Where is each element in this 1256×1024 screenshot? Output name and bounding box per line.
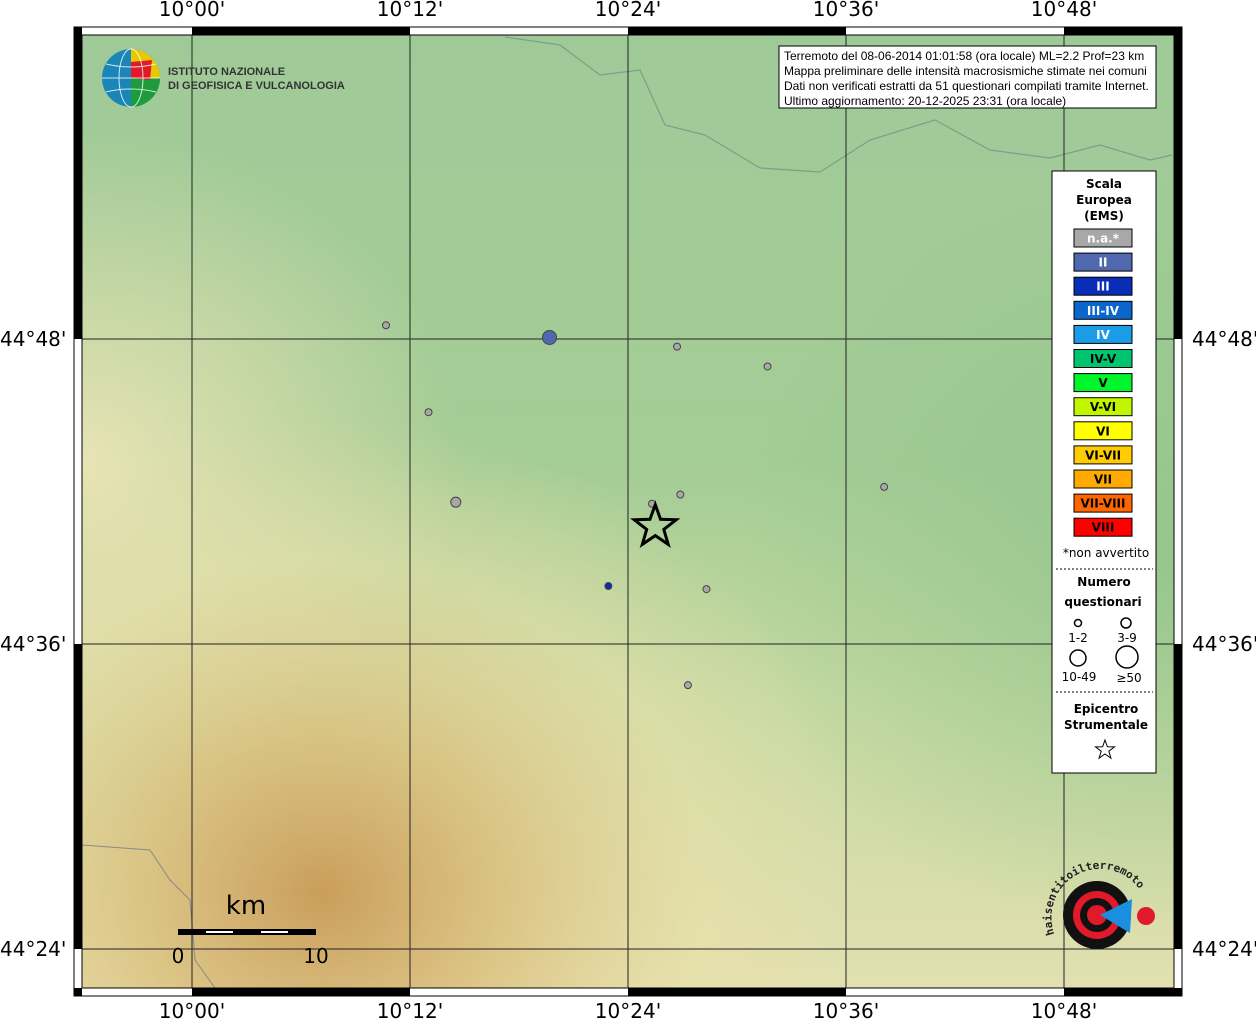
legend-class-swatch (1073, 445, 1133, 465)
legend-size-label: 3-9 (1117, 631, 1137, 645)
legend-class-swatch (1073, 324, 1133, 344)
legend-class-label: V-VI (1090, 400, 1116, 414)
legend-class-label: II (1099, 256, 1108, 270)
legend-size-label: ≥50 (1116, 671, 1141, 685)
legend-class-swatch (1073, 300, 1133, 320)
legend-size-10-49-icon (1069, 649, 1087, 667)
river (504, 36, 1173, 173)
observation-point[interactable] (763, 362, 772, 371)
x-tick-label: 10°24' (595, 0, 661, 21)
legend-count-title-1: Numero (1077, 575, 1130, 589)
legend-star-icon (1094, 738, 1116, 760)
observation-point[interactable] (424, 408, 433, 417)
observation-point[interactable] (676, 490, 685, 499)
legend-size-50-icon (1115, 645, 1139, 669)
observation-point[interactable] (382, 321, 391, 330)
scale-end: 10 (303, 944, 328, 968)
event-info-line3: Dati non verificati estratti da 51 quest… (784, 79, 1149, 93)
legend-class-label: n.a.* (1087, 232, 1120, 246)
x-tick-label: 10°48' (1031, 999, 1097, 1023)
legend-count-title-2: questionari (1064, 595, 1141, 609)
legend-epicenter-title-2: Strumentale (1064, 718, 1148, 732)
legend-class-swatch (1073, 349, 1133, 368)
legend-title-1: Scala (1086, 177, 1122, 191)
legend-title-2: Europea (1076, 193, 1132, 207)
x-tick-label: 10°24' (595, 999, 661, 1023)
legend-class-label: III-IV (1087, 304, 1120, 318)
observation-point[interactable] (702, 585, 711, 594)
legend-class-swatch (1073, 276, 1133, 296)
x-tick-label: 10°48' (1031, 0, 1097, 21)
ingv-logo-line1: ISTITUTO NAZIONALE (168, 66, 285, 78)
y-tick-label: 44°48' (0, 327, 66, 351)
legend-class-label: VI-VII (1085, 448, 1121, 462)
legend-class-swatch (1073, 228, 1133, 248)
y-tick-label: 44°36' (1192, 632, 1256, 656)
y-tick-label: 44°24' (0, 937, 66, 961)
ingv-logo: ISTITUTO NAZIONALE DI GEOFISICA E VULCAN… (102, 48, 345, 108)
legend-class-swatch (1073, 252, 1133, 272)
legend-class-swatch (1073, 397, 1133, 417)
legend-class-swatch (1073, 421, 1133, 441)
observation-point[interactable] (880, 482, 889, 491)
epicenter-star-icon (630, 500, 681, 549)
legend-class-label: VIII (1092, 521, 1115, 535)
observation-point[interactable] (542, 329, 558, 345)
border-line (82, 844, 216, 988)
legend-size-1-2-icon (1073, 618, 1083, 628)
x-tick-label: 10°00' (159, 0, 225, 21)
event-info-line2: Mappa preliminare delle intensità macros… (784, 64, 1147, 78)
legend-size-3-9-icon (1120, 617, 1132, 629)
scale-start: 0 (172, 944, 185, 968)
legend: Scala Europea (EMS) n.a.*IIIIIIII-IVIVIV… (1051, 170, 1157, 774)
legend-class-label: III (1096, 280, 1109, 294)
x-tick-label: 10°00' (159, 999, 225, 1023)
legend-epicenter-title-1: Epicentro (1074, 702, 1139, 716)
legend-class-label: VII-VIII (1080, 497, 1125, 511)
scale-bar: km 0 10 (172, 891, 329, 968)
legend-size-label: 10-49 (1062, 670, 1097, 684)
legend-class-label: VII (1094, 473, 1112, 487)
observation-point[interactable] (450, 496, 462, 508)
x-tick-label: 10°12' (377, 0, 443, 21)
x-tick-label: 10°12' (377, 999, 443, 1023)
legend-class-label: V (1098, 376, 1108, 390)
map-frame (73, 26, 1183, 997)
x-tick-label: 10°36' (813, 0, 879, 21)
observation-points (382, 321, 889, 690)
event-info-box: Terremoto del 08-06-2014 01:01:58 (ora l… (778, 45, 1157, 109)
legend-title-3: (EMS) (1084, 209, 1124, 223)
observation-point[interactable] (683, 681, 692, 690)
event-info-line1: Terremoto del 08-06-2014 01:01:58 (ora l… (784, 49, 1144, 63)
legend-class-swatch (1073, 469, 1133, 489)
observation-point[interactable] (604, 582, 613, 591)
legend-size-label: 1-2 (1068, 631, 1088, 645)
legend-class-swatch (1073, 373, 1133, 393)
legend-class-label: IV-V (1090, 352, 1117, 366)
y-tick-label: 44°24' (1192, 937, 1256, 961)
legend-class-swatch (1073, 493, 1133, 513)
event-info-line4: Ultimo aggiornamento: 20-12-2025 23:31 (… (784, 94, 1066, 108)
legend-na-note: *non avvertito (1063, 546, 1149, 560)
ingv-logo-line2: DI GEOFISICA E VULCANOLOGIA (168, 80, 345, 92)
legend-class-label: IV (1096, 328, 1110, 342)
observation-point[interactable] (673, 342, 682, 351)
legend-class-label: VI (1096, 424, 1110, 438)
scale-unit: km (226, 891, 266, 921)
legend-class-swatch (1073, 517, 1133, 537)
y-tick-label: 44°48' (1192, 327, 1256, 351)
x-tick-label: 10°36' (813, 999, 879, 1023)
y-tick-label: 44°36' (0, 632, 66, 656)
